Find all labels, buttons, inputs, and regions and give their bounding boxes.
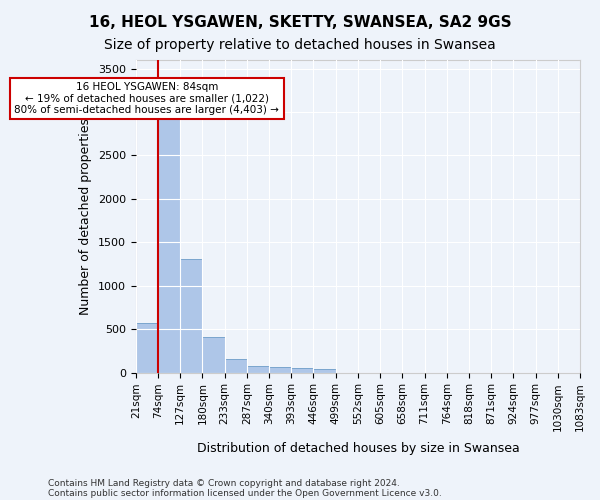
Text: Size of property relative to detached houses in Swansea: Size of property relative to detached ho… [104,38,496,52]
Text: Contains HM Land Registry data © Crown copyright and database right 2024.: Contains HM Land Registry data © Crown c… [48,478,400,488]
Text: 16, HEOL YSGAWEN, SKETTY, SWANSEA, SA2 9GS: 16, HEOL YSGAWEN, SKETTY, SWANSEA, SA2 9… [89,15,511,30]
Y-axis label: Number of detached properties: Number of detached properties [79,118,92,315]
Bar [136,323,158,372]
Bar [269,368,291,372]
Bar [291,368,313,372]
Bar [313,368,335,372]
Text: Contains public sector information licensed under the Open Government Licence v3: Contains public sector information licen… [48,488,442,498]
Bar [158,119,180,372]
Bar [202,337,224,372]
X-axis label: Distribution of detached houses by size in Swansea: Distribution of detached houses by size … [197,442,519,455]
Text: 16 HEOL YSGAWEN: 84sqm
← 19% of detached houses are smaller (1,022)
80% of semi-: 16 HEOL YSGAWEN: 84sqm ← 19% of detached… [14,82,280,115]
Bar [247,366,269,372]
Bar [224,359,247,372]
Bar [180,259,202,372]
